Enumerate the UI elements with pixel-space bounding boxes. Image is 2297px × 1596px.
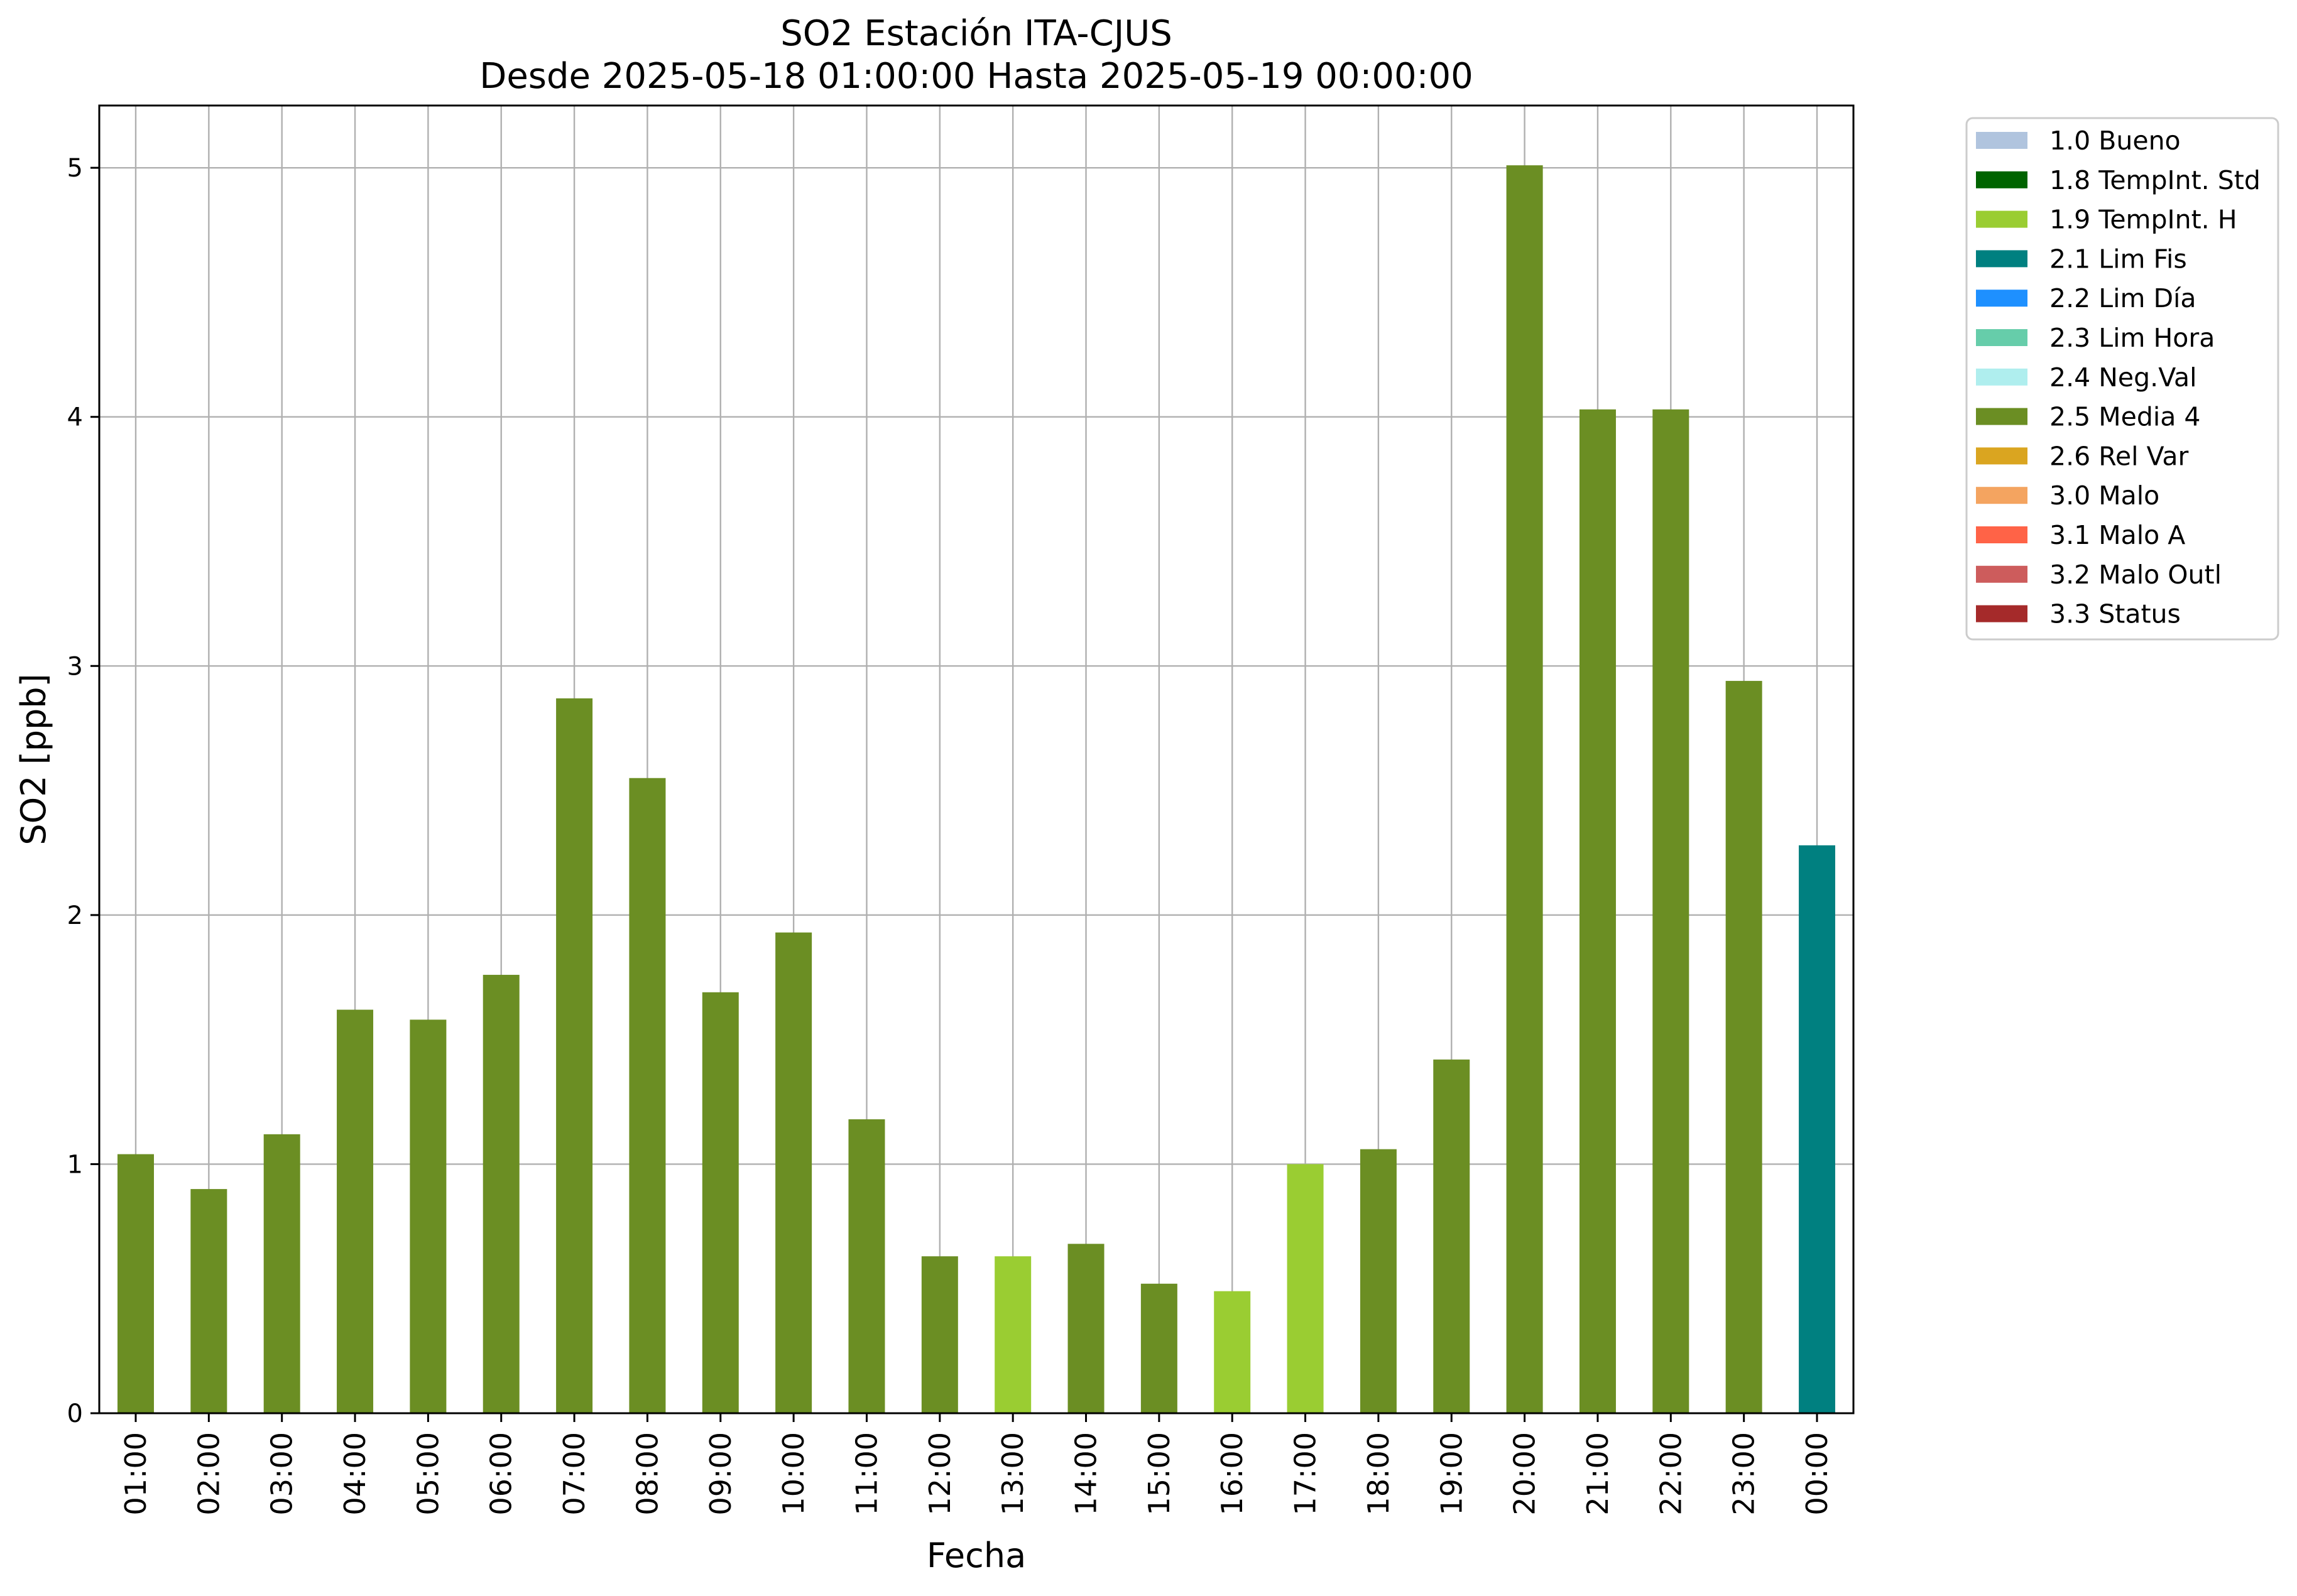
x-tick-label: 01:00 bbox=[119, 1432, 153, 1516]
y-tick-label: 2 bbox=[67, 901, 83, 930]
legend-label: 2.5 Media 4 bbox=[2049, 402, 2201, 432]
bar-02:00 bbox=[190, 1189, 227, 1413]
legend-swatch bbox=[1976, 290, 2027, 307]
x-tick-label: 10:00 bbox=[777, 1432, 810, 1516]
bar-14:00 bbox=[1067, 1244, 1105, 1413]
legend-label: 3.2 Malo Outl bbox=[2049, 560, 2222, 590]
legend-label: 3.1 Malo A bbox=[2049, 520, 2185, 550]
bar-07:00 bbox=[556, 698, 593, 1413]
bar-12:00 bbox=[921, 1256, 958, 1413]
y-axis-label: SO2 [ppb] bbox=[14, 673, 53, 845]
legend-swatch bbox=[1976, 565, 2027, 583]
legend-swatch bbox=[1976, 368, 2027, 386]
x-tick-label: 14:00 bbox=[1069, 1432, 1103, 1516]
legend-swatch bbox=[1976, 132, 2027, 149]
x-tick-label: 16:00 bbox=[1215, 1432, 1249, 1516]
x-tick-label: 19:00 bbox=[1434, 1432, 1468, 1516]
x-tick-label: 04:00 bbox=[338, 1432, 372, 1516]
legend-swatch bbox=[1976, 408, 2027, 425]
x-tick-label: 11:00 bbox=[849, 1432, 883, 1516]
x-tick-label: 03:00 bbox=[265, 1432, 299, 1516]
y-tick-label: 1 bbox=[67, 1150, 83, 1179]
x-tick-label: 12:00 bbox=[923, 1432, 957, 1516]
bar-09:00 bbox=[702, 992, 739, 1413]
legend-swatch bbox=[1976, 210, 2027, 228]
x-tick-label: 06:00 bbox=[484, 1432, 518, 1516]
bar-10:00 bbox=[775, 932, 812, 1413]
x-tick-label: 15:00 bbox=[1142, 1432, 1176, 1516]
x-tick-label: 00:00 bbox=[1800, 1432, 1834, 1516]
x-axis-label: Fecha bbox=[927, 1536, 1026, 1575]
legend-swatch bbox=[1976, 171, 2027, 188]
legend-label: 2.6 Rel Var bbox=[2049, 441, 2189, 471]
bar-21:00 bbox=[1579, 409, 1616, 1413]
x-axis-ticks: 01:00 02:00 03:00 04:00 05:00 06:00 07:00 08:00… bbox=[119, 1413, 1834, 1516]
x-tick-label: 17:00 bbox=[1289, 1432, 1323, 1516]
legend-swatch bbox=[1976, 526, 2027, 543]
legend-label: 1.9 TempInt. H bbox=[2049, 205, 2237, 235]
bar-16:00 bbox=[1214, 1291, 1251, 1413]
bar-04:00 bbox=[337, 1009, 374, 1413]
legend-swatch bbox=[1976, 447, 2027, 465]
legend-swatch bbox=[1976, 250, 2027, 268]
x-tick-label: 20:00 bbox=[1508, 1432, 1542, 1516]
x-tick-label: 18:00 bbox=[1361, 1432, 1395, 1516]
y-axis-ticks: 0 1 2 3 4 5 bbox=[67, 154, 99, 1428]
x-tick-label: 23:00 bbox=[1727, 1432, 1761, 1516]
bar-06:00 bbox=[483, 975, 520, 1413]
legend-label: 3.3 Status bbox=[2049, 599, 2181, 629]
chart-title: SO2 Estación ITA-CJUS bbox=[780, 13, 1172, 54]
bar-18:00 bbox=[1360, 1149, 1397, 1413]
plot-frame bbox=[98, 104, 1855, 1414]
legend-swatch bbox=[1976, 605, 2027, 622]
bar-01:00 bbox=[117, 1154, 154, 1413]
x-tick-label: 13:00 bbox=[996, 1432, 1030, 1516]
legend-label: 2.3 Lim Hora bbox=[2049, 323, 2215, 353]
x-tick-label: 07:00 bbox=[557, 1432, 591, 1516]
x-tick-label: 21:00 bbox=[1581, 1432, 1615, 1516]
x-tick-label: 09:00 bbox=[704, 1432, 738, 1516]
bar-13:00 bbox=[995, 1256, 1032, 1413]
x-tick-label: 22:00 bbox=[1654, 1432, 1688, 1516]
bar-23:00 bbox=[1725, 681, 1762, 1413]
bar-00:00 bbox=[1799, 845, 1835, 1413]
chart-subtitle: Desde 2025-05-18 01:00:00 Hasta 2025-05-… bbox=[479, 56, 1473, 97]
y-tick-label: 3 bbox=[67, 652, 83, 681]
bar-22:00 bbox=[1652, 409, 1689, 1413]
bar-08:00 bbox=[629, 778, 666, 1413]
bars bbox=[117, 165, 1835, 1414]
bar-03:00 bbox=[263, 1134, 300, 1413]
x-tick-label: 08:00 bbox=[630, 1432, 664, 1516]
legend-swatch bbox=[1976, 487, 2027, 504]
y-tick-label: 5 bbox=[67, 154, 83, 183]
y-tick-label: 0 bbox=[67, 1399, 83, 1428]
legend-frame bbox=[1965, 117, 2279, 641]
bar-19:00 bbox=[1433, 1059, 1470, 1413]
bar-17:00 bbox=[1287, 1164, 1324, 1413]
legend-label: 2.4 Neg.Val bbox=[2049, 362, 2197, 393]
y-tick-label: 4 bbox=[67, 403, 83, 432]
x-tick-label: 05:00 bbox=[411, 1432, 445, 1516]
bar-05:00 bbox=[410, 1019, 447, 1413]
legend-label: 2.1 Lim Fis bbox=[2049, 244, 2187, 274]
legend: 1.0 Bueno 1.8 TempInt. Std 1.9 TempInt. H 2… bbox=[1965, 117, 2279, 641]
bar-20:00 bbox=[1506, 165, 1543, 1414]
x-tick-label: 02:00 bbox=[192, 1432, 226, 1516]
legend-swatch bbox=[1976, 329, 2027, 346]
legend-label: 3.0 Malo bbox=[2049, 480, 2159, 511]
bar-11:00 bbox=[848, 1119, 885, 1413]
legend-label: 2.2 Lim Día bbox=[2049, 283, 2196, 313]
bar-15:00 bbox=[1140, 1283, 1177, 1413]
legend-label: 1.8 TempInt. Std bbox=[2049, 165, 2261, 195]
legend-label: 1.0 Bueno bbox=[2049, 126, 2181, 156]
